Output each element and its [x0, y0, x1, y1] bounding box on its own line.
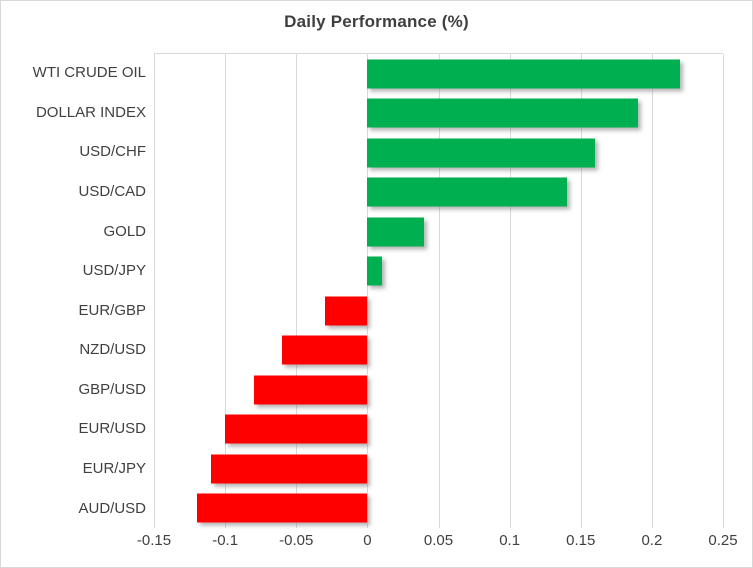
category-label: USD/CHF [79, 143, 146, 161]
bar-row [154, 173, 723, 213]
bar-row [154, 370, 723, 410]
performance-bar [367, 138, 595, 168]
bar-row [154, 54, 723, 94]
gridline [580, 54, 582, 528]
x-tick-label: -0.1 [212, 532, 239, 549]
gridline [438, 54, 440, 528]
category-label: USD/JPY [82, 262, 146, 280]
bar-row [154, 449, 723, 489]
bar-row [154, 212, 723, 252]
x-tick-label: 0.1 [499, 532, 521, 549]
category-axis: WTI CRUDE OIL DOLLAR INDEX USD/CHF USD/CAD G… [1, 53, 146, 528]
x-tick-label: -0.15 [136, 532, 172, 549]
bar-row [154, 133, 723, 173]
performance-bar [210, 454, 368, 484]
x-axis: -0.15 -0.1 -0.05 0 0.05 0.1 0.15 0.2 0.25 [137, 532, 738, 552]
performance-bar [367, 98, 638, 128]
performance-bar [367, 177, 567, 207]
performance-bar [367, 217, 425, 247]
x-tick-label: 0 [363, 532, 372, 549]
bar-row [154, 331, 723, 371]
category-label: GOLD [103, 222, 146, 240]
performance-bar [367, 59, 681, 89]
performance-bar [253, 375, 368, 405]
plot-area [154, 53, 724, 528]
gridline [367, 54, 369, 528]
x-tick-label: -0.05 [279, 532, 314, 549]
gridline [723, 54, 724, 528]
x-tick-label: 0.15 [566, 532, 596, 549]
performance-bar [282, 335, 368, 365]
performance-bar [367, 256, 382, 286]
category-label: EUR/GBP [78, 301, 146, 319]
bar-row [154, 489, 723, 529]
chart-title: Daily Performance (%) [284, 12, 469, 31]
bar-row [154, 410, 723, 450]
category-label: AUD/USD [78, 499, 146, 517]
bar-row [154, 252, 723, 292]
bar-row [154, 94, 723, 134]
gridline [509, 54, 511, 528]
x-tick-label: 0.05 [423, 532, 454, 549]
category-label: GBP/USD [78, 380, 146, 398]
x-tick-label: 0.2 [641, 532, 663, 549]
gridline [296, 54, 298, 528]
bars-layer [154, 54, 723, 528]
category-label: EUR/JPY [82, 460, 146, 478]
category-label: DOLLAR INDEX [35, 103, 146, 121]
performance-bar [225, 414, 368, 444]
category-label: NZD/USD [79, 341, 146, 359]
category-label: WTI CRUDE OIL [32, 64, 146, 82]
category-label: USD/CAD [78, 183, 146, 201]
performance-bar [196, 493, 368, 523]
gridline [651, 54, 653, 528]
x-tick-label: 0.25 [708, 532, 738, 549]
gridline [154, 54, 155, 528]
category-label: EUR/USD [78, 420, 146, 438]
bar-row [154, 291, 723, 331]
performance-bar [324, 296, 368, 326]
gridline [225, 54, 227, 528]
